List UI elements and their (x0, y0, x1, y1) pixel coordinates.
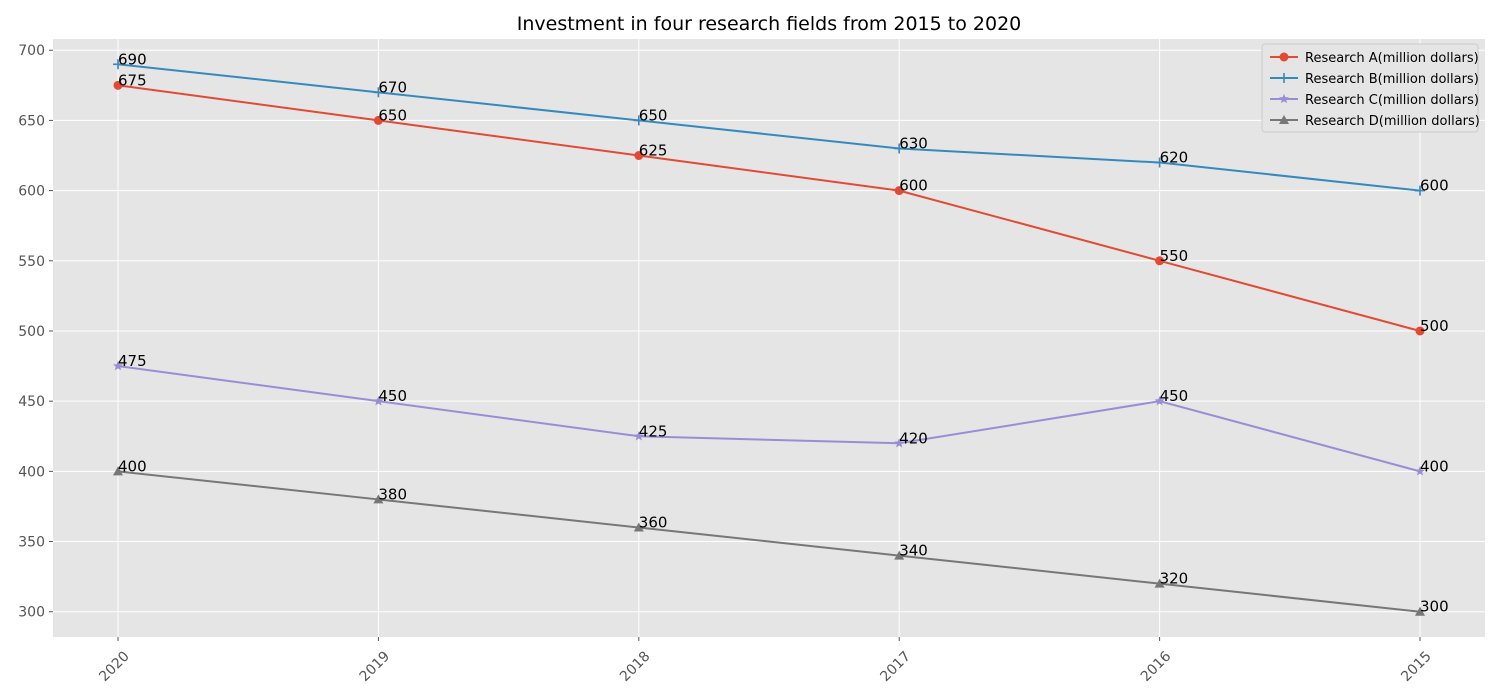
data-point (113, 360, 123, 371)
legend-marker (1279, 93, 1289, 104)
data-point (634, 151, 644, 161)
x-tick-label: 2015 (1398, 648, 1435, 685)
series-layer (113, 59, 1425, 616)
data-point (894, 143, 905, 154)
plot-area (53, 39, 1485, 637)
data-point (373, 494, 384, 504)
y-tick-label: 600 (18, 184, 45, 200)
series-3 (113, 466, 1425, 616)
y-tick-label: 550 (18, 254, 45, 270)
data-label: 475 (118, 352, 147, 370)
data-label: 380 (378, 485, 407, 503)
data-label: 425 (639, 422, 668, 440)
data-label: 675 (118, 71, 147, 89)
x-tick-label: 2020 (96, 648, 133, 685)
data-label: 420 (899, 429, 928, 447)
data-point (1154, 395, 1165, 406)
data-point (894, 438, 905, 448)
series-line (117, 63, 1421, 192)
y-tick-label: 450 (18, 394, 45, 410)
x-tick-label: 2016 (1138, 648, 1175, 685)
data-label: 550 (1160, 247, 1189, 265)
series-0 (113, 80, 1425, 336)
legend-marker (1279, 52, 1289, 62)
data-point (1415, 466, 1425, 476)
y-tick-label: 650 (18, 113, 45, 129)
legend-item: Research C(million dollars) (1270, 93, 1479, 108)
data-label: 450 (378, 387, 407, 405)
data-point (1415, 326, 1425, 336)
data-point (633, 115, 644, 126)
legend-item: Research B(million dollars) (1270, 72, 1479, 87)
data-point (1415, 185, 1425, 196)
series-2 (113, 360, 1425, 476)
x-tick-label: 2018 (617, 648, 654, 685)
data-point (1154, 578, 1165, 588)
data-label: 625 (639, 142, 668, 160)
data-label: 600 (899, 177, 928, 195)
legend-box (1261, 43, 1479, 133)
data-label: 600 (1420, 177, 1449, 195)
legend-label: Research D(million dollars) (1305, 114, 1480, 129)
legend-marker (1279, 115, 1289, 124)
data-point (633, 431, 644, 441)
legend-marker (1279, 73, 1289, 83)
data-point (113, 80, 123, 90)
data-point (373, 115, 383, 125)
data-label: 400 (118, 457, 147, 475)
series-line (117, 84, 1421, 332)
data-point (1415, 606, 1425, 616)
legend-label: Research C(million dollars) (1305, 93, 1479, 108)
data-point (633, 522, 644, 532)
legend-label: Research B(million dollars) (1305, 72, 1479, 87)
chart-title: Investment in four research fields from … (517, 13, 1022, 35)
y-tick-label: 700 (18, 43, 45, 59)
data-label: 300 (1420, 598, 1449, 616)
x-tick-label: 2019 (357, 648, 394, 685)
legend-item: Research A(million dollars) (1270, 51, 1479, 66)
y-tick-label: 500 (18, 324, 45, 340)
data-label: 400 (1420, 457, 1449, 475)
data-point (113, 466, 123, 476)
data-label: 620 (1160, 149, 1189, 167)
data-labels: 675 650 625 600 550 500 690 670 650 630 620 600 475 4… (118, 50, 1449, 615)
data-point (894, 550, 905, 560)
legend-item: Research D(million dollars) (1270, 114, 1480, 129)
data-label: 650 (639, 106, 668, 124)
y-tick-label: 350 (18, 535, 45, 551)
data-point (1155, 256, 1165, 266)
data-label: 630 (899, 134, 928, 152)
data-label: 690 (118, 50, 147, 68)
data-point (373, 395, 384, 406)
data-point (1154, 157, 1165, 168)
y-tick-label: 400 (18, 464, 45, 480)
series-line (117, 470, 1421, 613)
legend: Research A(million dollars) Research B(mi… (1261, 43, 1480, 133)
x-tick-label: 2017 (877, 648, 914, 685)
data-point (894, 186, 904, 196)
data-label: 670 (378, 78, 407, 96)
data-label: 360 (639, 514, 668, 532)
data-point (113, 59, 123, 70)
data-point (373, 87, 384, 98)
data-label: 340 (899, 542, 928, 560)
data-label: 650 (378, 106, 407, 124)
data-label: 320 (1160, 570, 1189, 588)
series-1 (113, 59, 1425, 196)
data-label: 500 (1420, 317, 1449, 335)
series-line (117, 365, 1421, 473)
data-label: 450 (1160, 387, 1189, 405)
legend-label: Research A(million dollars) (1305, 51, 1479, 66)
y-tick-label: 300 (18, 605, 45, 621)
